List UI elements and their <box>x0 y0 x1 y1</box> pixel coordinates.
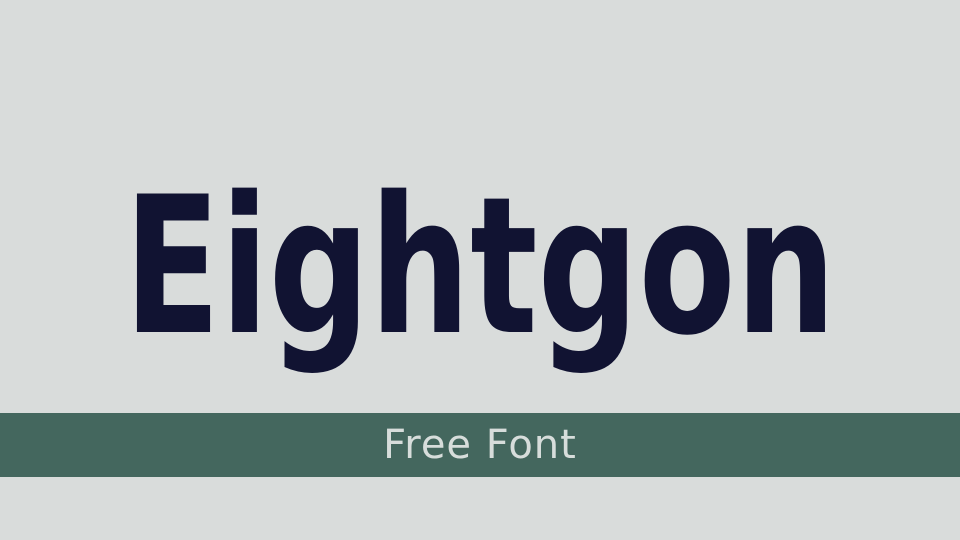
font-title-text: Eightgon <box>124 170 836 377</box>
free-font-banner: Free Font <box>0 413 960 477</box>
banner-label: Free Font <box>383 422 577 468</box>
font-title: Eightgon <box>0 170 960 390</box>
font-title-graphic: Eightgon <box>124 170 836 377</box>
